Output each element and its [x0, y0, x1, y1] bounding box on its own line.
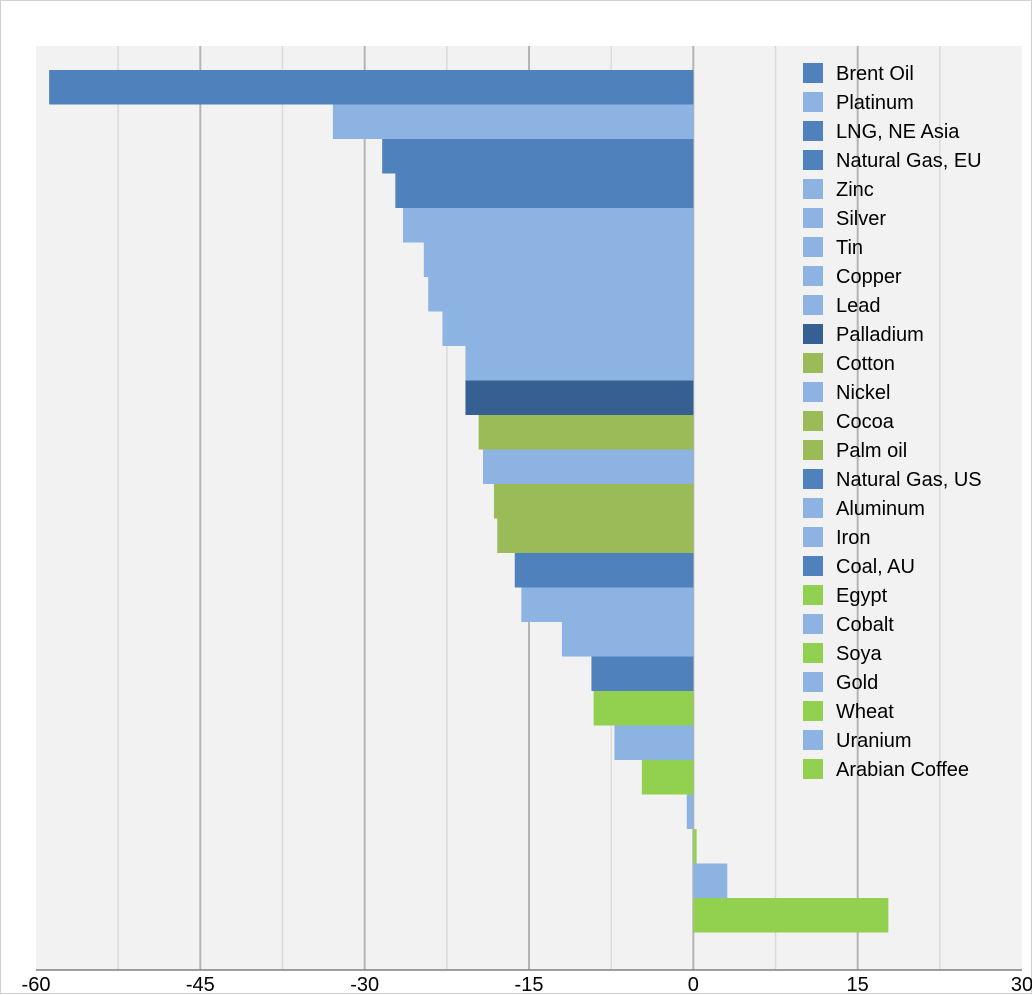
- legend-label-aluminum: Aluminum: [836, 498, 925, 520]
- bar-nickel: [482, 449, 694, 484]
- bar-platinum: [332, 104, 694, 139]
- bar-aluminum: [521, 587, 694, 622]
- bar-brent-oil: [49, 70, 694, 105]
- legend-label-egypt: Egypt: [836, 585, 888, 607]
- bar-natural-gas-us: [514, 553, 694, 588]
- legend-swatch-brent-oil: [803, 63, 823, 83]
- legend-label-coal-au: Coal, AU: [836, 556, 915, 578]
- legend-label-palm-oil: Palm oil: [836, 440, 907, 462]
- legend-label-natural-gas-eu: Natural Gas, EU: [836, 150, 982, 172]
- bar-soya: [641, 760, 694, 795]
- legend-swatch-cotton: [803, 353, 823, 373]
- bar-cobalt: [614, 725, 694, 760]
- legend-label-zinc: Zinc: [836, 179, 874, 201]
- bar-zinc: [403, 208, 694, 243]
- legend: Brent Oil Platinum LNG, NE Asia Natural Gas…: [803, 63, 982, 781]
- legend-swatch-palm-oil: [803, 440, 823, 460]
- bar-natural-gas-eu: [395, 173, 694, 208]
- bar-uranium: [693, 863, 728, 898]
- legend-label-palladium: Palladium: [836, 324, 924, 346]
- legend-label-soya: Soya: [836, 643, 882, 665]
- legend-swatch-tin: [803, 237, 823, 257]
- bar-copper: [442, 311, 694, 346]
- x-tick-label: 0: [688, 974, 699, 995]
- bar-silver: [423, 242, 694, 277]
- legend-label-cocoa: Cocoa: [836, 411, 895, 433]
- legend-swatch-cobalt: [803, 614, 823, 634]
- legend-swatch-uranium: [803, 730, 823, 750]
- bar-iron: [561, 622, 694, 657]
- legend-swatch-gold: [803, 672, 823, 692]
- bar-lead: [465, 346, 694, 381]
- legend-swatch-palladium: [803, 324, 823, 344]
- bar-tin: [428, 277, 694, 312]
- legend-label-natural-gas-us: Natural Gas, US: [836, 469, 982, 491]
- legend-label-cobalt: Cobalt: [836, 614, 894, 636]
- legend-swatch-iron: [803, 527, 823, 547]
- legend-swatch-egypt: [803, 585, 823, 605]
- legend-label-platinum: Platinum: [836, 92, 914, 114]
- x-tick-label: -45: [186, 974, 215, 995]
- x-tick-label: -15: [515, 974, 544, 995]
- legend-label-copper: Copper: [836, 266, 902, 288]
- bar-lng-ne-asia: [382, 139, 694, 174]
- legend-label-lead: Lead: [836, 295, 881, 317]
- legend-swatch-silver: [803, 208, 823, 228]
- legend-swatch-platinum: [803, 92, 823, 112]
- x-axis-tick-labels: -60 -45 -30 -15 0 15 30: [22, 974, 1032, 995]
- legend-swatch-lng-ne-asia: [803, 121, 823, 141]
- legend-label-uranium: Uranium: [836, 730, 912, 752]
- legend-label-nickel: Nickel: [836, 382, 890, 404]
- legend-label-silver: Silver: [836, 208, 886, 230]
- legend-swatch-cocoa: [803, 411, 823, 431]
- legend-swatch-coal-au: [803, 556, 823, 576]
- legend-swatch-wheat: [803, 701, 823, 721]
- legend-swatch-copper: [803, 266, 823, 286]
- legend-swatch-natural-gas-us: [803, 469, 823, 489]
- legend-label-brent-oil: Brent Oil: [836, 63, 914, 85]
- legend-label-tin: Tin: [836, 237, 863, 259]
- legend-label-wheat: Wheat: [836, 701, 894, 723]
- legend-label-gold: Gold: [836, 672, 878, 694]
- x-tick-label: -60: [22, 974, 51, 995]
- x-tick-label: 15: [847, 974, 869, 995]
- legend-label-cotton: Cotton: [836, 353, 895, 375]
- legend-swatch-nickel: [803, 382, 823, 402]
- x-tick-label: -30: [350, 974, 379, 995]
- bars: [49, 70, 889, 933]
- legend-swatch-soya: [803, 643, 823, 663]
- bar-gold: [686, 794, 694, 829]
- bar-egypt: [593, 691, 694, 726]
- bar-arabian-coffee: [693, 898, 889, 933]
- legend-swatch-natural-gas-eu: [803, 150, 823, 170]
- bar-wheat: [693, 829, 697, 864]
- legend-swatch-arabian-coffee: [803, 759, 823, 779]
- legend-swatch-zinc: [803, 179, 823, 199]
- bar-palm-oil: [497, 518, 694, 553]
- bar-cotton: [478, 415, 694, 450]
- x-tick-label: 30: [1011, 974, 1032, 995]
- bar-coal-au: [591, 656, 694, 691]
- bar-palladium: [465, 380, 694, 415]
- legend-label-iron: Iron: [836, 527, 870, 549]
- legend-label-lng-ne-asia: LNG, NE Asia: [836, 121, 960, 143]
- legend-swatch-lead: [803, 295, 823, 315]
- legend-swatch-aluminum: [803, 498, 823, 518]
- bar-cocoa: [493, 484, 694, 519]
- legend-label-arabian-coffee: Arabian Coffee: [836, 759, 969, 781]
